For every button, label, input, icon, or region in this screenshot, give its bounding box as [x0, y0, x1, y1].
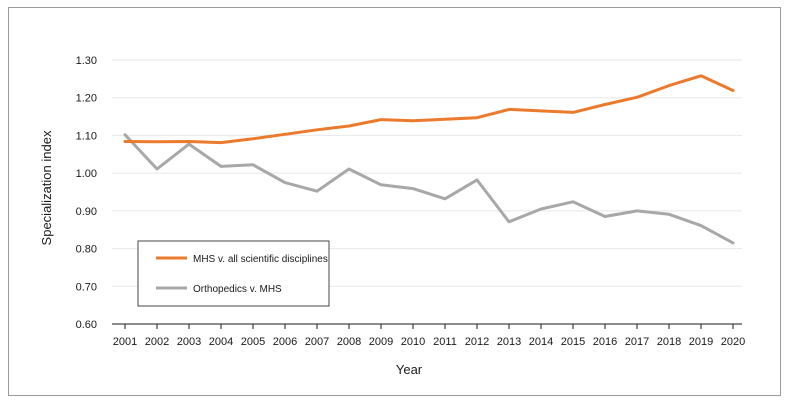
y-tick-label: 1.10	[76, 130, 97, 142]
x-tick-label: 2015	[561, 336, 585, 348]
x-tick-label: 2016	[593, 336, 617, 348]
y-tick-label: 0.80	[76, 244, 97, 256]
y-tick-label: 0.60	[76, 319, 97, 331]
x-tick-label: 2009	[369, 336, 393, 348]
x-axis-title: Year	[396, 362, 423, 377]
x-tick-label: 2005	[241, 336, 265, 348]
x-tick-label: 2003	[177, 336, 201, 348]
x-tick-label: 2002	[145, 336, 169, 348]
line-chart: 0.600.700.800.901.001.101.201.30 2001 200…	[39, 55, 745, 377]
y-tick-label: 1.20	[76, 93, 97, 105]
x-tick-label: 2006	[273, 336, 297, 348]
x-tick-label: 2010	[401, 336, 425, 348]
chart-frame: 0.60 0.70 0.80 0.90 1.00 1.10 1.20 1.30 2001 200…	[8, 7, 781, 396]
y-tick-label: 0.70	[76, 281, 97, 293]
x-tick-label: 2012	[465, 336, 489, 348]
x-tick-label: 2008	[337, 336, 361, 348]
x-tick-labels: 2001 2002 2003 2004 2005 2006 2007 2008 2009 2010…	[113, 336, 745, 348]
series-line-ortho	[123, 133, 735, 245]
y-tick-label: 1.30	[76, 55, 97, 67]
y-axis-title: Specialization index	[39, 130, 54, 245]
x-tick-label: 2013	[497, 336, 521, 348]
x-tick-label: 2004	[209, 336, 233, 348]
y-tick-label: 0.90	[76, 206, 97, 218]
x-tick-label: 2019	[689, 336, 713, 348]
legend-label-ortho: Orthopedics v. MHS	[193, 284, 282, 295]
x-tick-label: 2001	[113, 336, 137, 348]
y-tick-labels: 0.60 0.70 0.80 0.90 1.00 1.10 1.20 1.30	[76, 55, 97, 331]
x-tick-label: 2017	[625, 336, 649, 348]
legend: MHS v. all scientific disciplines Orthop…	[137, 240, 330, 307]
series-line-mhs	[123, 74, 735, 145]
series-lines	[123, 74, 735, 245]
x-tick-label: 2007	[305, 336, 329, 348]
x-tick-label: 2020	[721, 336, 745, 348]
legend-label-mhs: MHS v. all scientific disciplines	[193, 254, 328, 265]
x-tick-label: 2014	[529, 336, 553, 348]
y-tick-label: 1.00	[76, 168, 97, 180]
axes	[112, 323, 742, 329]
x-tick-label: 2011	[433, 336, 457, 348]
legend-box	[137, 240, 330, 307]
x-tick-label: 2018	[657, 336, 681, 348]
